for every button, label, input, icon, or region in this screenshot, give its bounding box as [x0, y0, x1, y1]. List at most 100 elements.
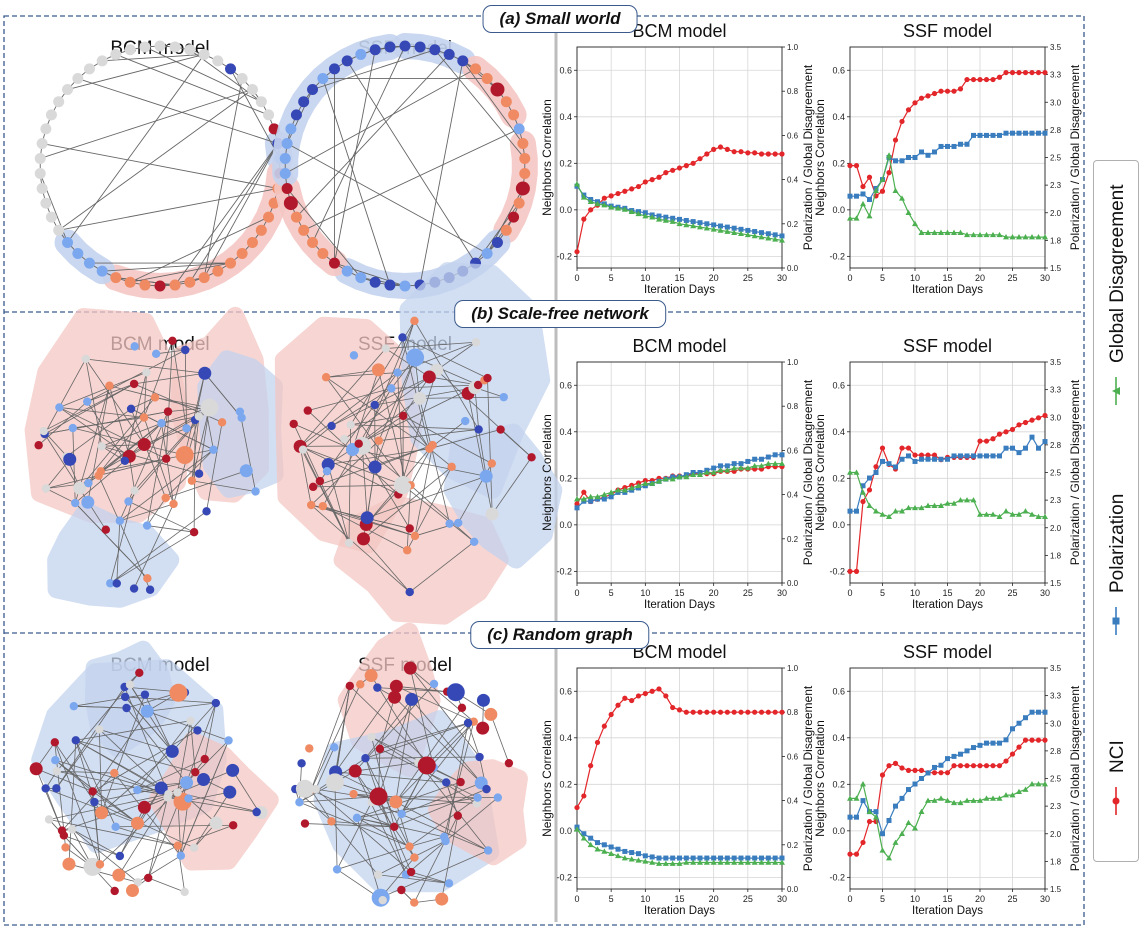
data-point — [656, 213, 662, 219]
data-point — [977, 453, 983, 459]
node — [398, 333, 407, 342]
data-point — [997, 740, 1002, 746]
data-point — [957, 497, 964, 503]
edge — [115, 826, 178, 847]
edge — [391, 384, 479, 389]
data-point — [711, 465, 717, 471]
data-point — [704, 709, 710, 715]
data-point — [957, 229, 964, 235]
edge — [56, 729, 100, 789]
data-point — [951, 88, 957, 94]
legend-item-nci: NCI — [1107, 740, 1128, 815]
data-point — [649, 214, 656, 220]
node — [95, 725, 104, 734]
data-point — [731, 859, 738, 865]
data-point — [622, 695, 628, 701]
edge — [310, 684, 361, 791]
node — [439, 832, 449, 842]
edge — [414, 320, 479, 430]
y-axis-label: Neighbors Correlation — [540, 414, 554, 531]
chart-title: SSF model — [903, 642, 992, 662]
data-point — [912, 155, 918, 160]
edge — [310, 685, 351, 791]
edge — [46, 458, 167, 489]
data-point — [704, 221, 710, 227]
row-label-scale-free: (b) Scale-free network — [454, 300, 666, 328]
node — [389, 679, 403, 693]
series-nci — [847, 737, 1048, 857]
data-point — [690, 709, 696, 715]
data-point — [951, 229, 957, 235]
node — [490, 82, 505, 97]
data-point — [892, 760, 899, 766]
edge — [126, 692, 179, 709]
y-right-tick-label: 0.0 — [787, 885, 799, 894]
x-tick-label: 10 — [640, 588, 650, 598]
data-point — [621, 855, 628, 861]
edge — [360, 277, 406, 287]
data-point — [964, 797, 970, 803]
edge — [146, 497, 167, 526]
x-axis-label: Iteration Days — [912, 599, 983, 611]
node — [145, 585, 155, 594]
node — [346, 420, 355, 429]
data-point — [690, 859, 697, 865]
node — [508, 211, 520, 223]
edge — [426, 722, 469, 766]
edge — [331, 376, 430, 427]
node — [406, 348, 425, 367]
edge — [409, 797, 478, 847]
edge — [74, 460, 126, 504]
data-point — [990, 132, 996, 138]
data-point — [990, 453, 996, 459]
data-point — [990, 795, 996, 801]
y-tick-label: 0.0 — [559, 205, 572, 215]
edge — [356, 817, 445, 838]
y-right-tick-label: 0.8 — [787, 87, 799, 96]
data-point — [918, 452, 925, 458]
data-point — [1003, 130, 1009, 136]
edge — [159, 277, 205, 287]
data-point — [765, 855, 771, 861]
data-point — [938, 229, 944, 235]
data-point — [710, 469, 717, 475]
series-polarization — [574, 824, 785, 861]
edge — [302, 425, 332, 450]
data-point — [905, 209, 912, 216]
node — [40, 123, 52, 135]
y-tick-label: 0.2 — [559, 473, 572, 483]
network-random-bcm — [29, 640, 279, 898]
data-point — [758, 234, 765, 240]
edge — [467, 393, 493, 515]
edge — [350, 424, 479, 430]
data-point — [905, 107, 912, 113]
edge — [396, 685, 474, 723]
community-hull — [47, 502, 180, 608]
data-point — [925, 502, 931, 508]
data-point — [853, 163, 860, 169]
data-point — [938, 770, 944, 776]
node — [125, 884, 139, 898]
data-point — [595, 840, 600, 846]
edge — [331, 821, 379, 876]
edge — [326, 372, 398, 378]
y-right-tick-label: 2.0 — [1050, 524, 1062, 533]
node — [487, 459, 496, 468]
data-point — [629, 697, 635, 704]
edge — [299, 796, 379, 803]
edge — [177, 720, 191, 793]
node — [410, 316, 419, 326]
node — [341, 55, 353, 67]
data-point — [951, 453, 957, 459]
x-tick-label: 5 — [609, 588, 614, 598]
edge — [355, 761, 419, 772]
data-point — [906, 787, 911, 793]
edge — [191, 416, 200, 481]
data-point — [853, 568, 860, 574]
node — [198, 48, 210, 60]
data-point — [964, 497, 970, 503]
data-point — [574, 249, 580, 255]
x-tick-label: 20 — [709, 894, 719, 904]
data-point — [601, 202, 608, 208]
edge — [410, 484, 475, 543]
